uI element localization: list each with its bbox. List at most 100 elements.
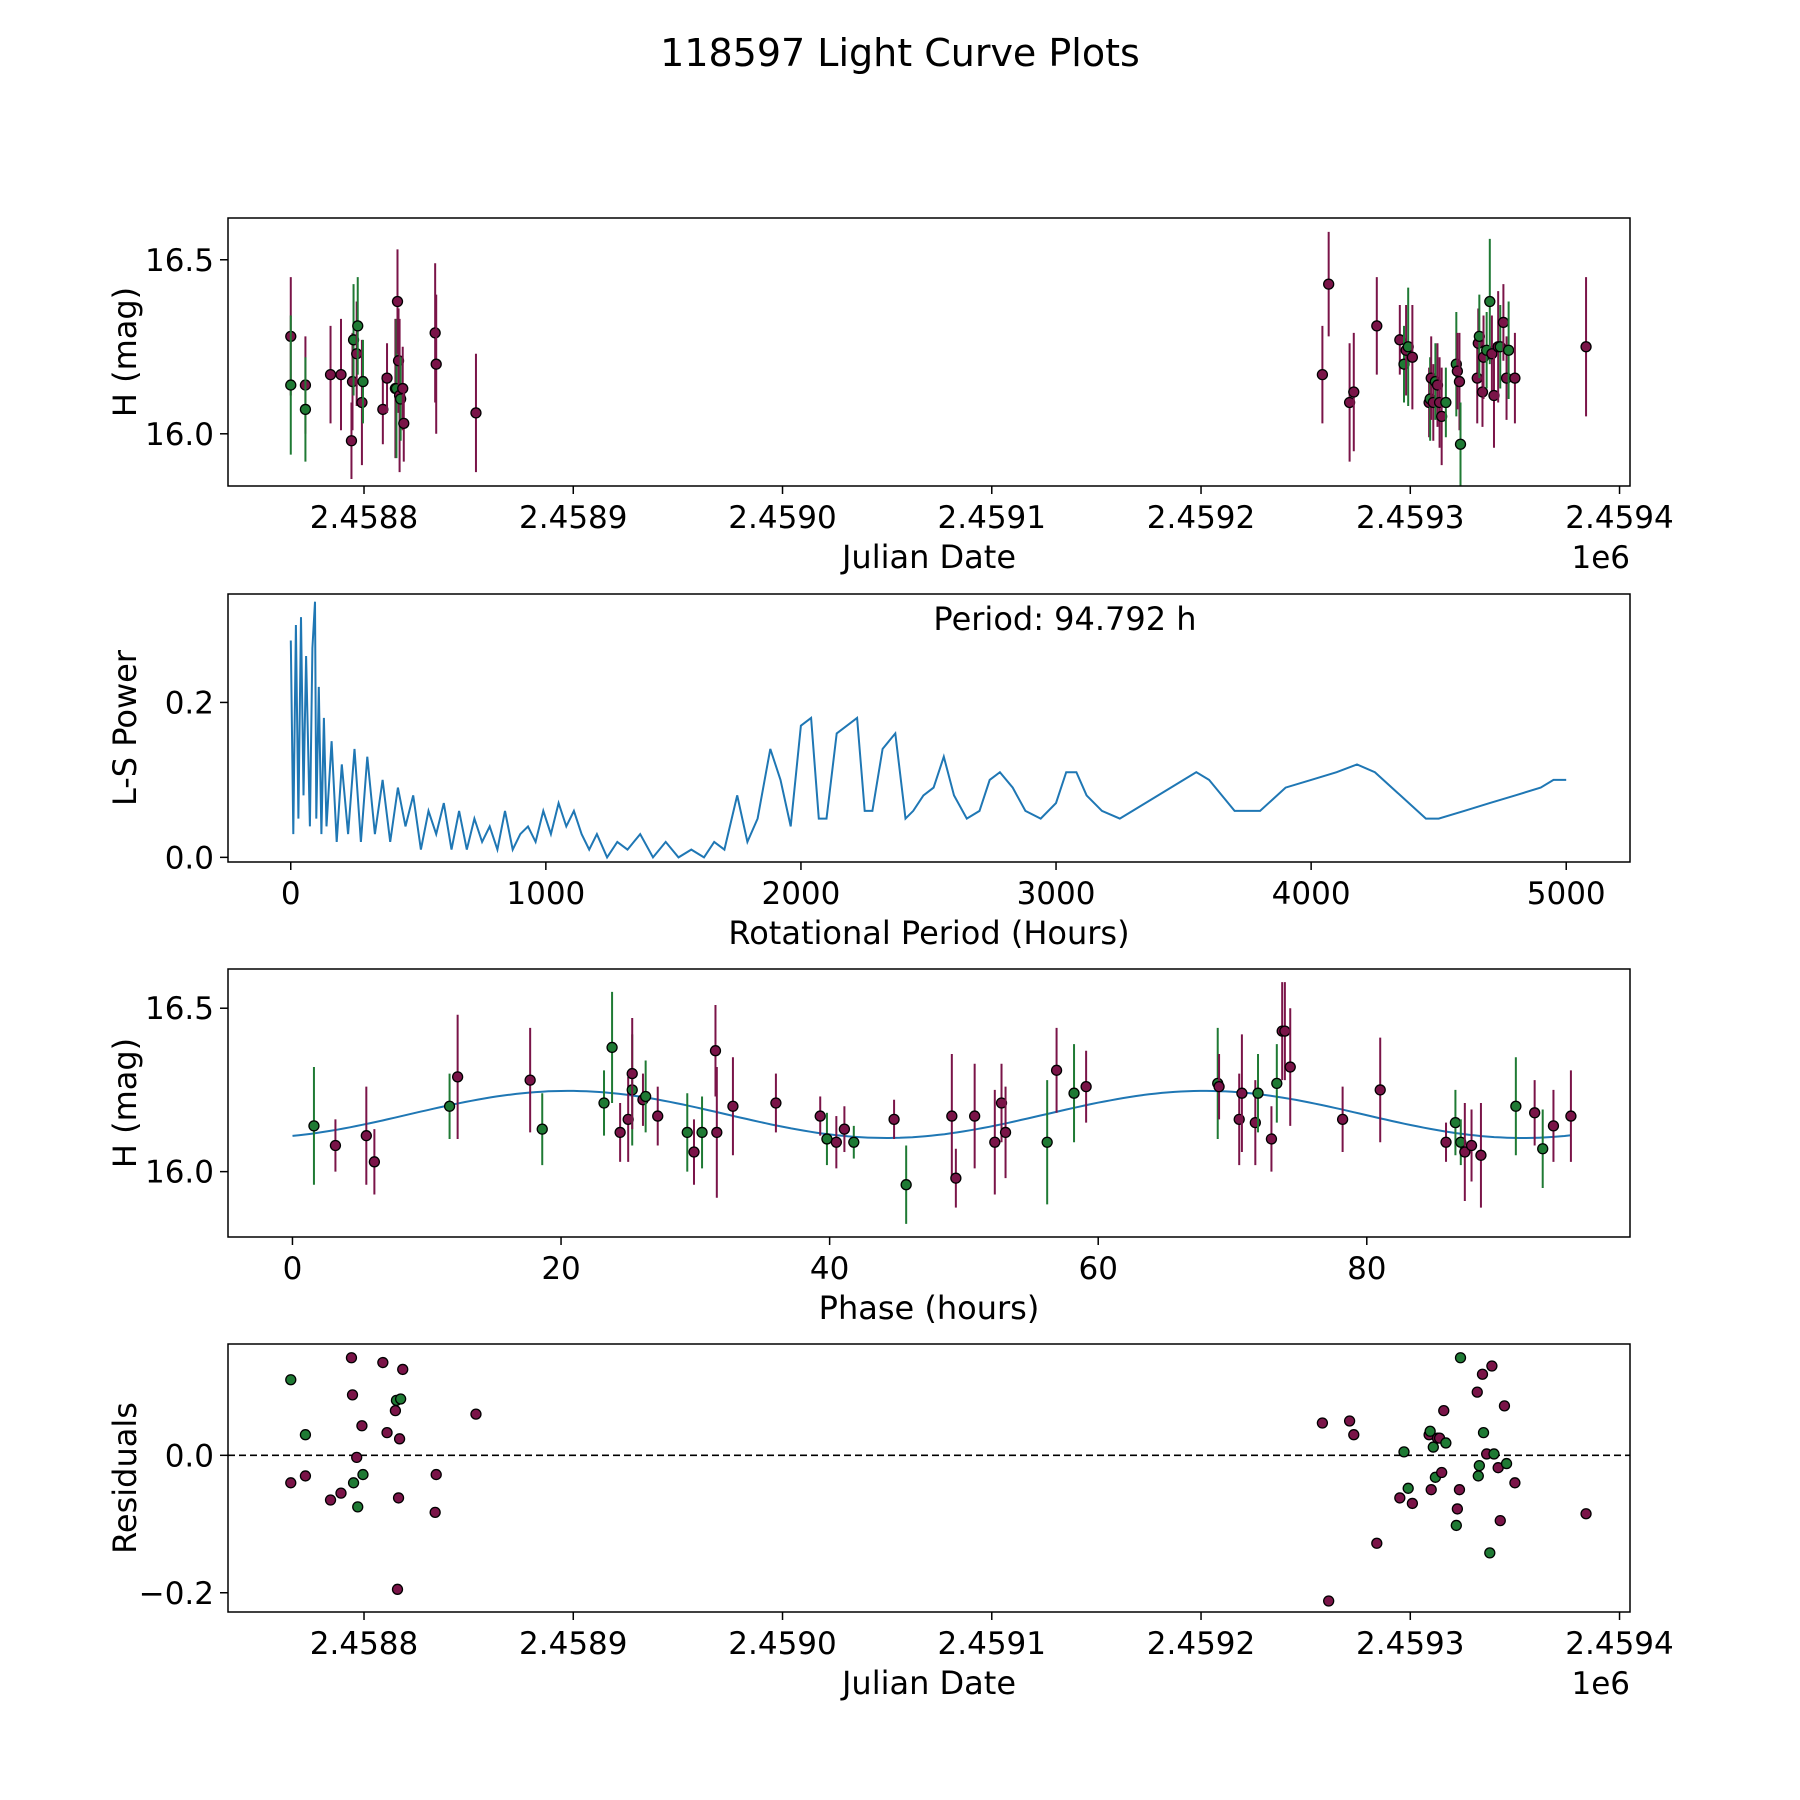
light-curve-panel: 2.4588 2.4589 2.4590 2.4591 2.4592 2.4593 2.45… [106, 217, 1674, 576]
data-point [1336, 1113, 1349, 1125]
data-point [1436, 1466, 1448, 1479]
data-point [351, 348, 363, 360]
data-point [1580, 1508, 1592, 1520]
data-point [652, 1110, 664, 1122]
data-point [1476, 386, 1489, 398]
data-point [1394, 1492, 1406, 1504]
data-point [1454, 1352, 1467, 1364]
data-point [1406, 351, 1419, 363]
data-point [393, 1433, 406, 1445]
data-point [335, 368, 347, 381]
axes-frame [227, 217, 1631, 487]
data-point [1484, 1547, 1496, 1559]
data-point [357, 1468, 369, 1481]
x-axis-label: Phase (hours) [819, 1289, 1040, 1327]
x-axis-label: Julian Date [840, 1664, 1016, 1702]
figure-title: 118597 Light Curve Plots [660, 31, 1140, 75]
period-annotation: Period: 94.792 h [933, 600, 1196, 638]
data-point [397, 1363, 409, 1376]
data-point [1348, 386, 1360, 398]
data-point [1236, 1087, 1248, 1099]
data-point [1500, 1457, 1513, 1470]
x-offset-label: 1e6 [1571, 540, 1630, 576]
data-point [1475, 1149, 1487, 1161]
y-tick-label: −0.2 [139, 1576, 214, 1612]
data-point [1252, 1087, 1264, 1099]
data-point [1453, 1484, 1466, 1496]
data-point [1459, 1146, 1471, 1158]
x-tick-label: 40 [810, 1251, 849, 1287]
x-tick-label: 60 [1078, 1251, 1117, 1287]
data-point [1509, 1477, 1521, 1489]
data-point [770, 1097, 782, 1109]
data-point [1529, 1107, 1541, 1119]
data-point [1454, 438, 1467, 450]
x-tick-label: 2.4591 [938, 1626, 1046, 1662]
data-point [969, 1110, 981, 1122]
data-point [285, 1374, 297, 1386]
data-point [1374, 1084, 1386, 1096]
data-point [443, 1100, 456, 1112]
data-point [688, 1146, 700, 1158]
data-point [429, 327, 441, 339]
data-point [397, 382, 409, 395]
x-tick-label: 2.4593 [1356, 500, 1464, 536]
x-tick-label: 2.4593 [1356, 1626, 1464, 1662]
data-point [950, 1172, 962, 1184]
data-point [830, 1136, 842, 1148]
x-tick-label: 20 [541, 1251, 580, 1287]
phased-light-curve-panel: 0 20 40 60 80 16.0 16.5 Phase (hours) H (mag) [106, 968, 1631, 1327]
data-point [1486, 1360, 1498, 1372]
y-tick-label: 16.0 [145, 1155, 214, 1191]
x-tick-label: 2.4590 [728, 500, 836, 536]
axes-frame [227, 968, 1631, 1238]
axes-frame [227, 593, 1631, 863]
y-tick-label: 0.0 [165, 840, 214, 876]
data-point [711, 1126, 723, 1139]
data-point [727, 1100, 739, 1112]
data-point [1213, 1081, 1225, 1093]
x-offset-label: 1e6 [1571, 1666, 1630, 1702]
data-point [1510, 1100, 1522, 1112]
data-point [681, 1126, 693, 1139]
data-point [1476, 1368, 1489, 1380]
x-tick-label: 2.4590 [728, 1626, 836, 1662]
data-point [1323, 1595, 1335, 1607]
data-point [1498, 1400, 1511, 1412]
data-point [1509, 372, 1521, 384]
data-point [639, 1090, 652, 1103]
x-axis-label: Julian Date [840, 538, 1016, 576]
x-tick-label: 2.4592 [1147, 1626, 1255, 1662]
data-point [814, 1110, 826, 1122]
data-point [381, 372, 393, 384]
data-point [345, 435, 358, 447]
data-point [626, 1067, 638, 1080]
data-point [398, 417, 410, 430]
x-tick-label: 0 [283, 1251, 303, 1287]
data-point [1465, 1139, 1478, 1152]
data-point [989, 1136, 1001, 1148]
data-point [368, 1156, 381, 1168]
data-point [392, 1492, 405, 1504]
data-point [1537, 1143, 1549, 1155]
data-point [1279, 1025, 1291, 1037]
periodogram-panel: Period: 94.792 h 0 1000 2000 3000 4000 5000 0.… [106, 593, 1631, 952]
data-point [1402, 1482, 1414, 1494]
data-point [821, 1133, 833, 1145]
data-point [696, 1126, 708, 1139]
data-point [1271, 1077, 1283, 1090]
residuals-panel: 2.4588 2.4589 2.4590 2.4591 2.4592 2.4593 2.45… [106, 1343, 1674, 1702]
data-point [1050, 1064, 1063, 1076]
data-point [394, 1393, 407, 1405]
data-point [1348, 1429, 1360, 1441]
data-point [838, 1123, 851, 1135]
model-curve [292, 1089, 1572, 1140]
data-point [324, 1494, 337, 1506]
data-point [1450, 1519, 1462, 1532]
data-point [347, 1477, 360, 1489]
ls-plot-area [289, 601, 1567, 860]
data-point [381, 1426, 393, 1439]
data-point [1451, 1503, 1464, 1515]
